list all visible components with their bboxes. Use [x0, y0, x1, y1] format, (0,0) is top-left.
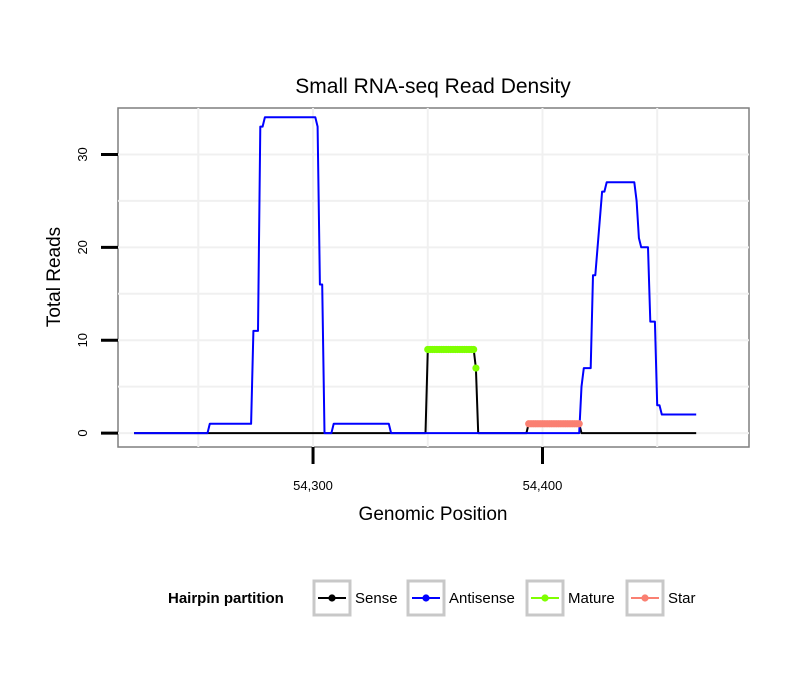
data-point-star [575, 420, 583, 428]
legend-item-sense: Sense [312, 579, 398, 617]
series-line-antisense [134, 116, 697, 435]
legend: Hairpin partition Sense Antisense Mature St… [168, 579, 696, 617]
data-point-mature [470, 345, 478, 354]
chart-title: Small RNA-seq Read Density [295, 75, 571, 98]
legend-item-mature: Mature [525, 579, 615, 617]
legend-key-point [328, 594, 336, 602]
x-axis-label: Genomic Position [359, 504, 508, 525]
x-tick-label: 54,300 [293, 478, 333, 493]
legend-item-star: Star [625, 579, 696, 617]
legend-key-point [422, 594, 430, 602]
y-tick-label: 30 [75, 147, 90, 161]
legend-item-antisense: Antisense [406, 579, 515, 617]
axes-layer: 54,300 54,400 0 10 20 30 [75, 147, 562, 493]
legend-key-point [541, 594, 549, 602]
legend-label: Mature [568, 590, 615, 607]
y-tick-label: 20 [75, 240, 90, 254]
legend-label: Antisense [449, 590, 515, 607]
legend-label: Sense [355, 590, 398, 607]
legend-entries: Sense Antisense Mature Star [312, 579, 696, 617]
legend-label: Star [668, 590, 696, 607]
y-tick-label: 0 [75, 429, 90, 436]
legend-title: Hairpin partition [168, 590, 284, 607]
y-axis-label: Total Reads [44, 227, 65, 327]
data-point-mature [472, 364, 480, 372]
plot-panel [117, 107, 750, 448]
series-layer [134, 116, 697, 435]
y-tick-label: 10 [75, 333, 90, 347]
legend-key-point [641, 594, 649, 602]
x-tick-label: 54,400 [523, 478, 563, 493]
